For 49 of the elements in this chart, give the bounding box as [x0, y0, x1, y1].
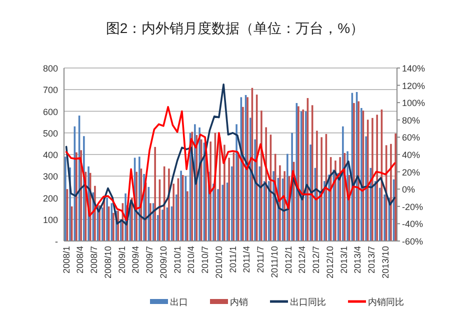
y2-tick-label: 20%	[402, 167, 420, 178]
x-tick-label: 2010/10	[214, 246, 224, 279]
chart-title: 图2：内外销月度数据（单位：万台，%）	[106, 20, 364, 36]
y2-tick-label: -60%	[402, 236, 424, 246]
x-tick-label: 2012/7	[311, 246, 322, 274]
y2-tick-label: 80%	[402, 115, 420, 126]
y2-tick-label: 40%	[402, 150, 420, 160]
y2-tick-label: 120%	[402, 80, 426, 91]
x-tick-label: 2008/10	[102, 246, 113, 279]
y-tick-label: 300	[42, 172, 58, 182]
y-tick-label: -	[55, 236, 58, 246]
y-tick-label: 700	[42, 85, 58, 96]
y2-tick-label: -20%	[402, 202, 424, 212]
y2-tick-label: 140%	[402, 64, 426, 74]
legend-label: 内销同比	[368, 297, 404, 307]
x-tick-label: 2010/4	[186, 246, 196, 274]
x-tick-label: 2013/7	[366, 246, 377, 274]
x-tick-label: 2008/7	[89, 246, 100, 274]
x-tick-label: 2012/4	[297, 246, 308, 274]
legend-label: 内销	[230, 297, 248, 307]
x-tick-label: 2008/1	[61, 246, 72, 274]
y-tick-label: 200	[42, 193, 58, 204]
x-tick-label: 2011/4	[242, 246, 252, 273]
y-tick-label: 400	[42, 150, 58, 160]
x-tick-label: 2011/10	[269, 246, 280, 278]
x-tick-label: 2013/10	[380, 246, 390, 279]
x-tick-label: 2009/4	[130, 246, 141, 274]
x-tick-label: 2013/4	[352, 246, 363, 274]
x-tick-label: 2010/1	[172, 246, 182, 274]
y2-tick-label: -40%	[402, 219, 424, 230]
x-tick-label: 2010/7	[200, 246, 210, 274]
x-tick-label: 2013/1	[338, 246, 349, 274]
y2-tick-label: 100%	[402, 98, 426, 108]
x-tick-label: 2012/1	[283, 246, 294, 274]
y2-tick-label: 0%	[402, 184, 416, 195]
x-tick-label: 2008/4	[75, 246, 86, 274]
x-tick-label: 2011/1	[228, 246, 238, 273]
y-tick-label: 100	[42, 214, 58, 225]
y2-tick-label: 60%	[402, 132, 420, 143]
x-tick-label: 2009/1	[116, 246, 127, 274]
legend-label: 出口	[170, 297, 188, 307]
x-tick-label: 2011/7	[256, 246, 266, 273]
y-tick-label: 800	[42, 64, 58, 74]
x-tick-label: 2009/10	[158, 246, 168, 279]
legend-label: 出口同比	[290, 297, 326, 307]
x-tick-label: 2009/7	[144, 246, 155, 274]
y-tick-label: 500	[42, 128, 58, 138]
x-tick-label: 2012/10	[324, 246, 335, 279]
y-tick-label: 600	[42, 106, 58, 117]
